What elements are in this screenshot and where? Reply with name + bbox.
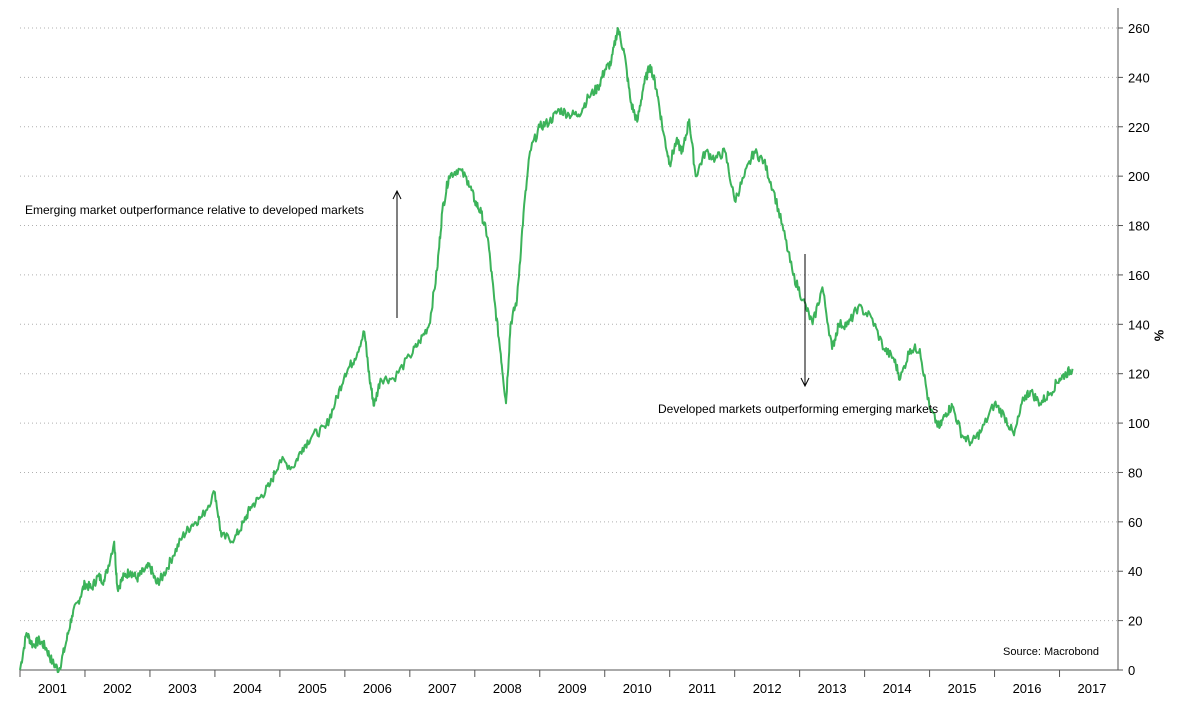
y-tick-label-40: 40: [1128, 564, 1142, 579]
y-tick-label-20: 20: [1128, 614, 1142, 629]
y-tick-label-180: 180: [1128, 219, 1150, 234]
y-tick-label-200: 200: [1128, 169, 1150, 184]
gridlines: [20, 27, 1118, 622]
y-tick-label-160: 160: [1128, 268, 1150, 283]
y-tick-label-120: 120: [1128, 367, 1150, 382]
x-tick-label-2001: 2001: [38, 681, 67, 696]
x-tick-label-2007: 2007: [428, 681, 457, 696]
x-tick-label-2002: 2002: [103, 681, 132, 696]
x-tick-label-2003: 2003: [168, 681, 197, 696]
y-axis-label: %: [1151, 329, 1167, 342]
y-tick-label-0: 0: [1128, 663, 1135, 678]
annotation-emerging-outperformance: Emerging market outperformance relative …: [25, 203, 364, 217]
x-tick-label-2012: 2012: [753, 681, 782, 696]
x-tick-label-2015: 2015: [948, 681, 977, 696]
y-tick-label-240: 240: [1128, 70, 1150, 85]
y-tick-label-100: 100: [1128, 416, 1150, 431]
source-note: Source: Macrobond: [1003, 646, 1099, 658]
y-tick-label-260: 260: [1128, 21, 1150, 36]
x-tick-label-2005: 2005: [298, 681, 327, 696]
y-tick-label-60: 60: [1128, 515, 1142, 530]
y-tick-label-80: 80: [1128, 465, 1142, 480]
x-tick-label-2016: 2016: [1013, 681, 1042, 696]
series-line: [19, 27, 1074, 674]
x-tick-label-2017: 2017: [1078, 681, 1107, 696]
annotation-developed-outperforming: Developed markets outperforming emerging…: [658, 402, 939, 416]
arrow-down: [800, 254, 810, 388]
x-tick-label-2008: 2008: [493, 681, 522, 696]
x-tick-label-2011: 2011: [688, 681, 716, 696]
x-tick-label-2004: 2004: [233, 681, 262, 696]
series-layer: [19, 27, 1074, 674]
x-tick-label-2009: 2009: [558, 681, 587, 696]
x-tick-label-2006: 2006: [363, 681, 392, 696]
axes: 0 20 40 60 80 100 120 140 160 180 200 220 240 260 2001…: [19, 8, 1150, 696]
x-tick-label-2014: 2014: [883, 681, 912, 696]
x-tick-label-2013: 2013: [818, 681, 847, 696]
y-tick-label-220: 220: [1128, 120, 1150, 135]
arrow-up: [392, 189, 402, 318]
y-tick-label-140: 140: [1128, 317, 1150, 332]
x-tick-label-2010: 2010: [623, 681, 652, 696]
annotation-arrows: [392, 189, 810, 388]
